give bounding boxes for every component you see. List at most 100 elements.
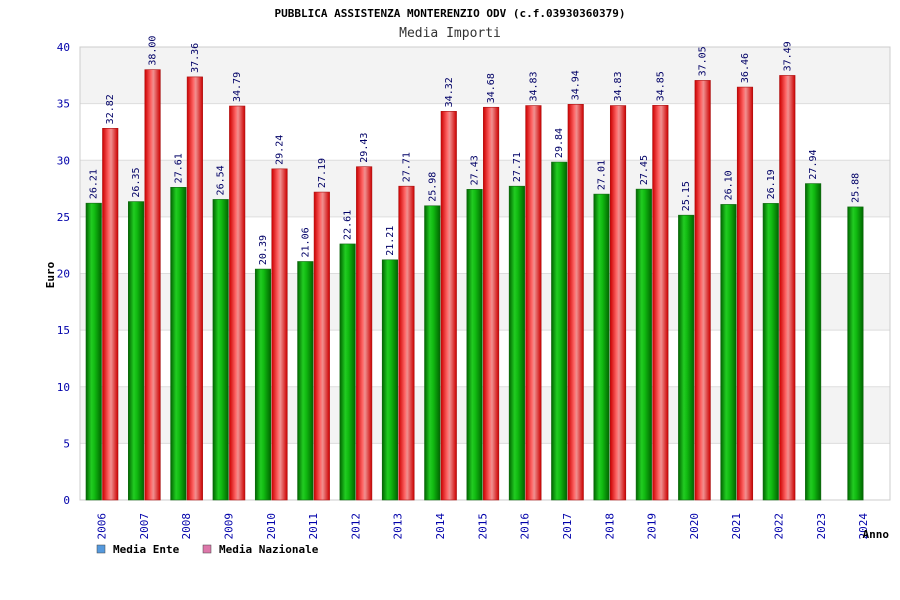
y-tick-label: 15 <box>57 324 70 337</box>
bar-media-ente <box>466 189 483 501</box>
data-label: 32.82 <box>105 94 116 124</box>
bar-media-ente <box>593 193 610 501</box>
data-label: 34.32 <box>444 77 455 107</box>
y-axis-label: Euro <box>44 261 57 288</box>
x-tick-label: 2016 <box>519 513 532 540</box>
x-tick-label: 2019 <box>646 513 659 540</box>
x-tick-label: 2020 <box>688 513 701 540</box>
legend-swatch-ente <box>96 544 106 554</box>
data-label: 27.45 <box>639 155 650 185</box>
data-label: 21.21 <box>385 226 396 256</box>
bar-media-nazionale <box>652 105 669 501</box>
x-tick-label: 2011 <box>307 513 320 540</box>
data-label: 34.83 <box>613 71 624 101</box>
data-label: 26.54 <box>216 165 227 195</box>
bar-media-nazionale <box>483 106 500 501</box>
data-label: 34.85 <box>655 71 666 101</box>
data-label: 22.61 <box>343 210 354 240</box>
x-axis-ticks: 2006 2007 2008 2009 2010 2011 2012 2013 2014 2015… <box>96 513 871 540</box>
x-tick-label: 2024 <box>857 513 870 540</box>
bar-media-ente <box>128 201 145 501</box>
data-labels-group: 26.21 32.82 26.35 38.00 27.61 37.36 26.54 34.79… <box>89 36 862 266</box>
data-label: 34.79 <box>232 72 243 102</box>
bar-media-nazionale <box>736 86 754 501</box>
bar-media-ente <box>805 183 822 501</box>
bar-media-ente <box>508 185 525 501</box>
legend-swatch-nazionale <box>202 544 212 554</box>
legend-label-ente: Media Ente <box>113 543 180 556</box>
bar-media-nazionale <box>313 191 330 501</box>
data-label: 25.88 <box>850 173 861 203</box>
x-tick-label: 2009 <box>222 513 235 540</box>
bar-media-nazionale <box>398 185 415 501</box>
data-label: 34.94 <box>571 70 582 100</box>
x-tick-label: 2018 <box>603 513 616 540</box>
x-tick-label: 2022 <box>773 513 786 540</box>
data-label: 27.71 <box>512 152 523 182</box>
bar-media-ente <box>339 243 356 501</box>
bar-media-ente <box>85 202 102 501</box>
data-label: 37.36 <box>190 43 201 73</box>
bar-media-nazionale <box>356 166 373 501</box>
bar-media-nazionale <box>609 105 627 501</box>
x-tick-label: 2012 <box>349 513 362 540</box>
data-label: 29.24 <box>275 135 286 165</box>
bar-media-nazionale <box>525 105 542 501</box>
bar-media-nazionale <box>567 104 584 501</box>
y-tick-label: 40 <box>57 41 70 54</box>
bar-media-ente <box>424 205 441 501</box>
data-label: 27.01 <box>597 160 608 190</box>
data-label: 20.39 <box>258 235 269 265</box>
data-label: 27.43 <box>470 155 481 185</box>
chart-title: PUBBLICA ASSISTENZA MONTERENZIO ODV (c.f… <box>275 7 626 20</box>
y-tick-label: 10 <box>57 381 70 394</box>
y-tick-label: 0 <box>63 494 70 507</box>
data-label: 37.49 <box>782 41 793 71</box>
legend: Media Ente Media Nazionale <box>96 543 319 556</box>
bar-media-nazionale <box>440 111 457 501</box>
x-tick-label: 2021 <box>730 513 743 540</box>
bar-media-nazionale <box>186 76 203 501</box>
data-label: 26.19 <box>766 169 777 199</box>
data-label: 27.94 <box>808 149 819 179</box>
bar-media-ente <box>170 187 187 501</box>
bar-media-ente <box>762 203 779 501</box>
bar-media-nazionale <box>779 75 796 501</box>
y-tick-label: 5 <box>63 437 70 450</box>
y-tick-label: 25 <box>57 211 70 224</box>
data-label: 29.84 <box>554 128 565 158</box>
bar-media-nazionale <box>102 128 119 501</box>
data-label: 27.19 <box>317 158 328 188</box>
bar-media-nazionale <box>271 168 288 501</box>
bar-media-nazionale <box>694 80 711 501</box>
y-tick-label: 20 <box>57 268 70 281</box>
x-tick-label: 2015 <box>476 513 489 540</box>
bar-media-ente <box>635 188 652 501</box>
data-label: 26.35 <box>131 167 142 197</box>
x-tick-label: 2008 <box>180 513 193 540</box>
x-tick-label: 2007 <box>138 513 151 540</box>
bar-media-ente <box>720 204 737 501</box>
data-label: 27.71 <box>401 152 412 182</box>
x-tick-label: 2010 <box>265 513 278 540</box>
bars-group <box>85 69 864 501</box>
bar-media-nazionale <box>229 105 246 501</box>
x-tick-label: 2013 <box>392 513 405 540</box>
x-tick-label: 2014 <box>434 513 447 540</box>
data-label: 37.05 <box>698 46 709 76</box>
legend-label-nazionale: Media Nazionale <box>219 543 319 556</box>
data-label: 21.06 <box>300 227 311 257</box>
bar-media-nazionale <box>144 69 161 501</box>
y-tick-label: 30 <box>57 154 70 167</box>
bar-media-ente <box>678 214 695 501</box>
data-label: 26.10 <box>723 170 734 200</box>
data-label: 27.61 <box>173 153 184 183</box>
x-axis-label: Anno <box>863 528 890 541</box>
data-label: 34.83 <box>528 71 539 101</box>
y-axis-ticks: 0 5 10 15 20 25 30 35 40 <box>57 41 70 507</box>
bar-media-ente <box>847 206 864 501</box>
x-tick-label: 2006 <box>96 513 109 540</box>
data-label: 38.00 <box>148 36 159 66</box>
